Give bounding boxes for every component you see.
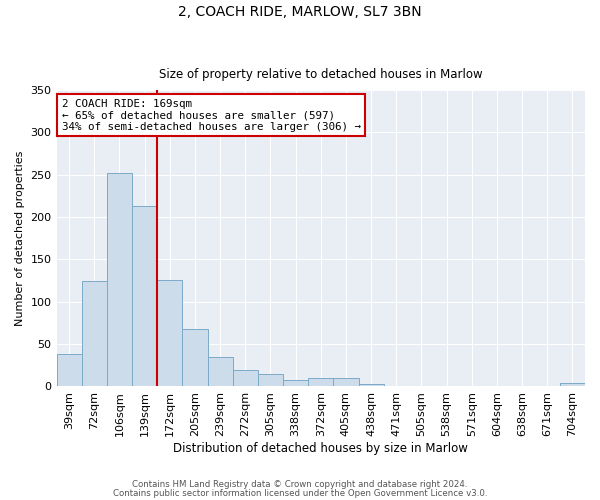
Bar <box>258 374 283 386</box>
Bar <box>560 383 585 386</box>
Bar <box>132 206 157 386</box>
Bar <box>56 354 82 386</box>
Text: 2, COACH RIDE, MARLOW, SL7 3BN: 2, COACH RIDE, MARLOW, SL7 3BN <box>178 5 422 19</box>
Bar <box>157 280 182 386</box>
Bar <box>182 329 208 386</box>
Bar <box>107 173 132 386</box>
Title: Size of property relative to detached houses in Marlow: Size of property relative to detached ho… <box>159 68 482 82</box>
Text: 2 COACH RIDE: 169sqm
← 65% of detached houses are smaller (597)
34% of semi-deta: 2 COACH RIDE: 169sqm ← 65% of detached h… <box>62 98 361 132</box>
Bar <box>233 370 258 386</box>
Bar <box>82 282 107 387</box>
Text: Contains HM Land Registry data © Crown copyright and database right 2024.: Contains HM Land Registry data © Crown c… <box>132 480 468 489</box>
Bar <box>308 378 334 386</box>
Text: Contains public sector information licensed under the Open Government Licence v3: Contains public sector information licen… <box>113 488 487 498</box>
Bar <box>283 380 308 386</box>
Bar <box>208 357 233 386</box>
Bar <box>334 378 359 386</box>
X-axis label: Distribution of detached houses by size in Marlow: Distribution of detached houses by size … <box>173 442 468 455</box>
Bar <box>359 384 383 386</box>
Y-axis label: Number of detached properties: Number of detached properties <box>15 150 25 326</box>
